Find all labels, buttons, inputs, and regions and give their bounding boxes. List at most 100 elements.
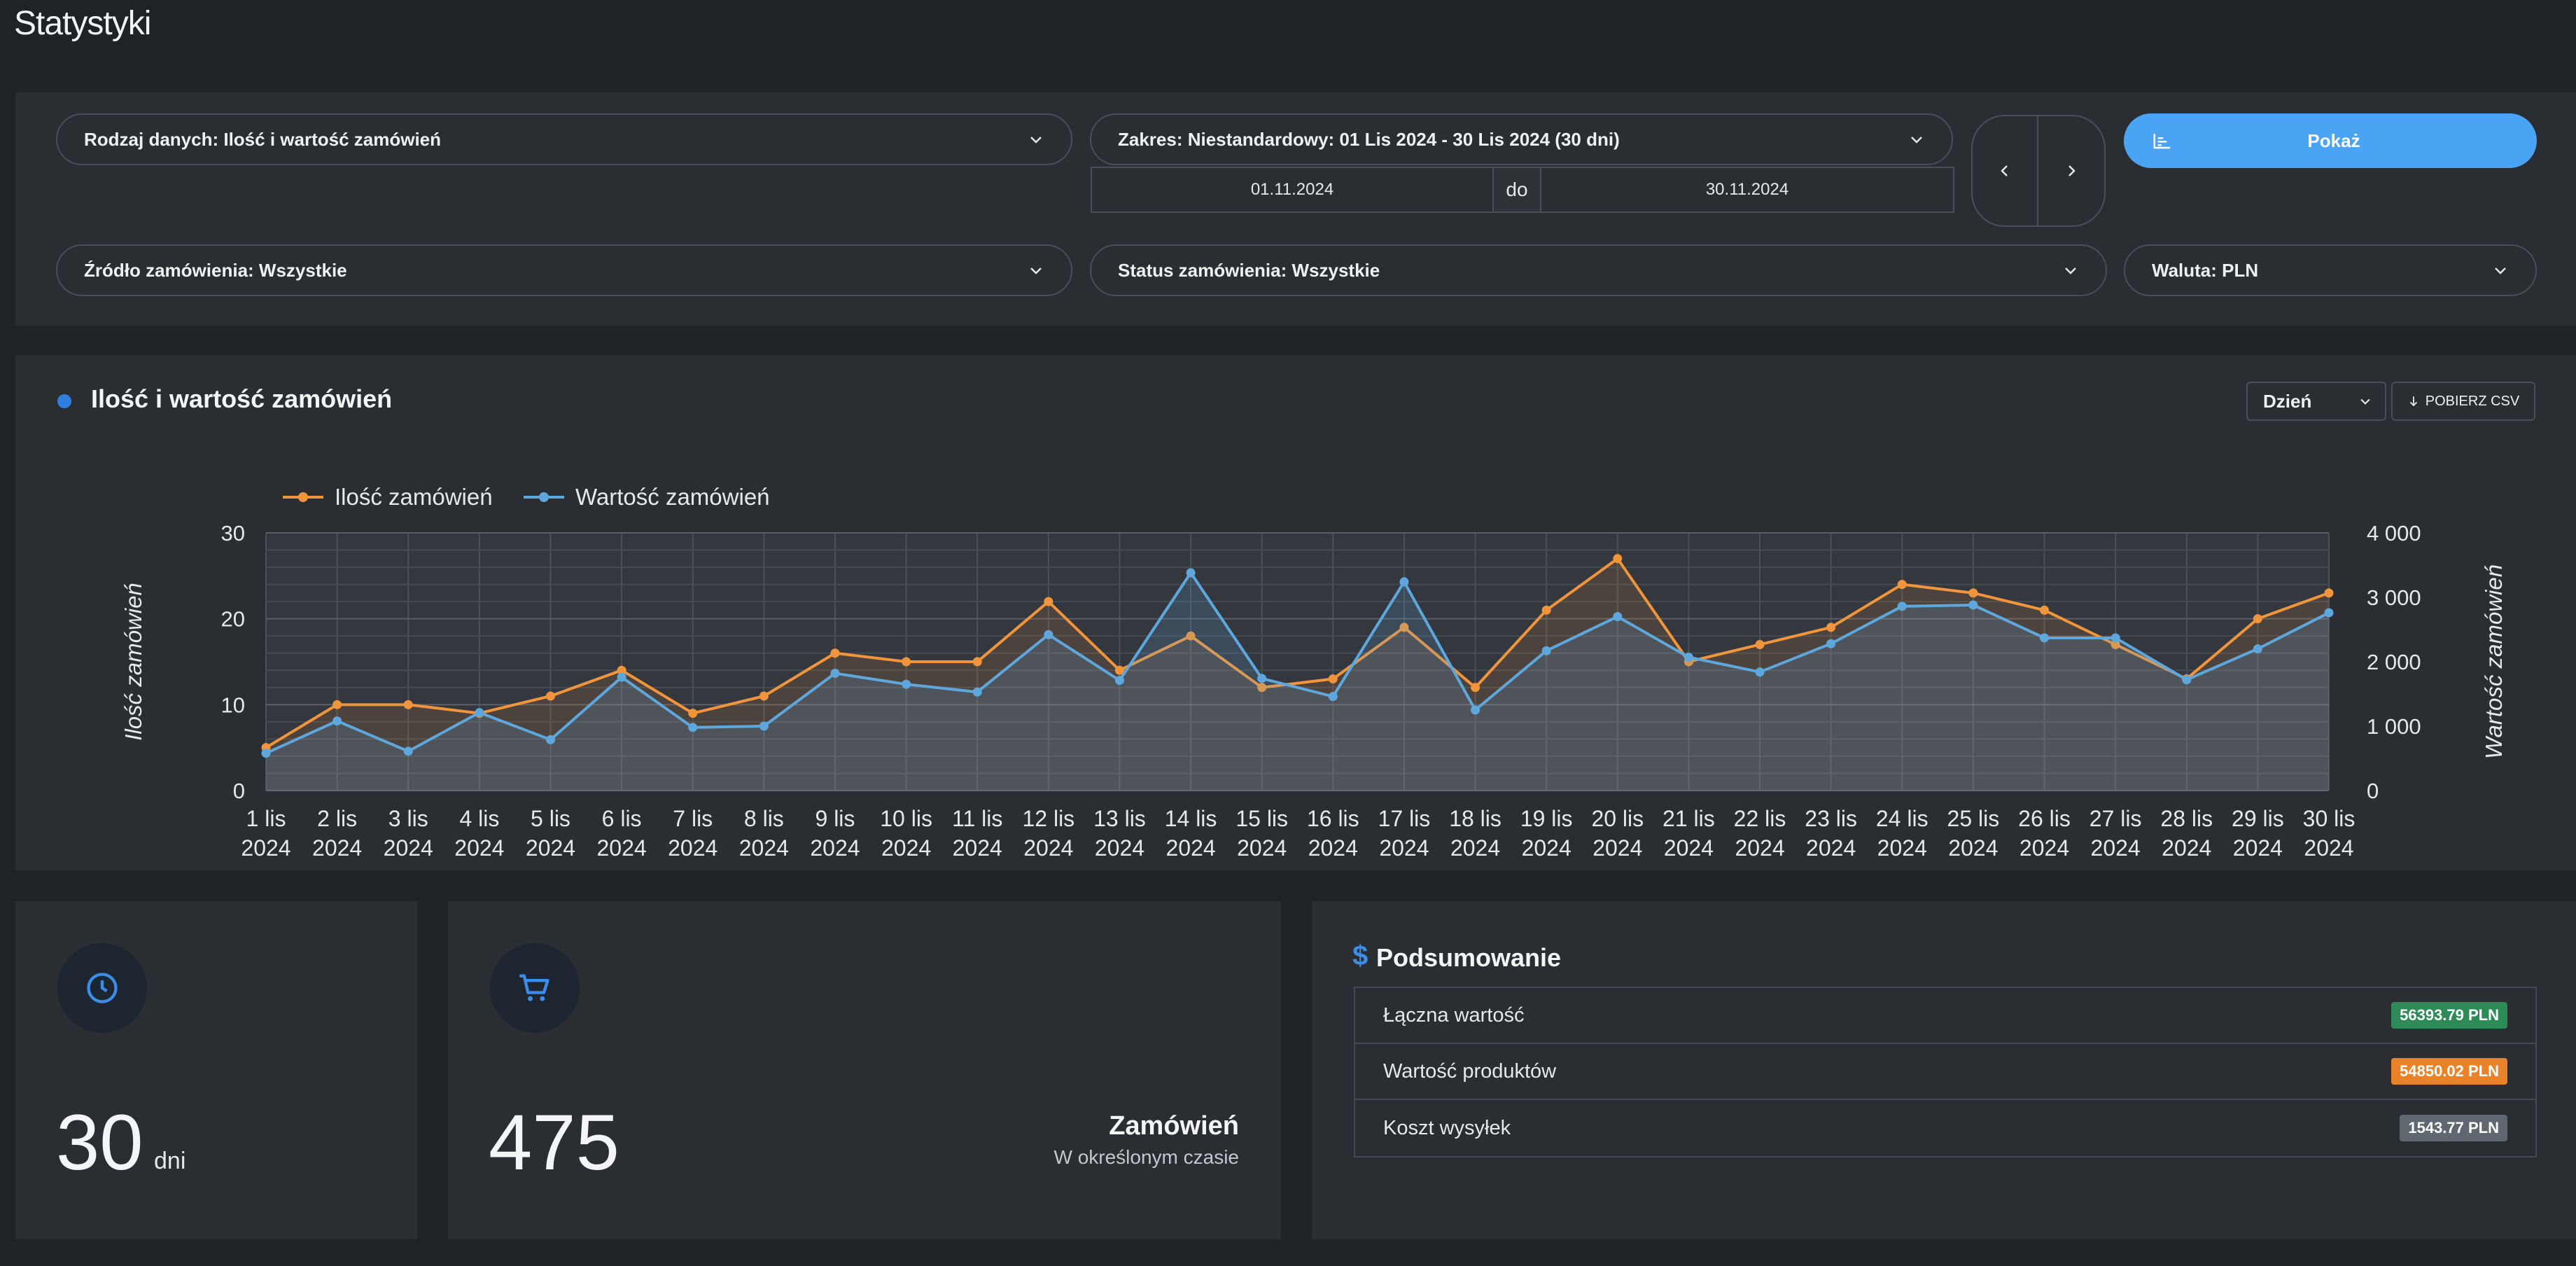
summary-card: $ Podsumowanie Łączna wartość 56393.79 P… xyxy=(1312,901,2576,1239)
series-point-1 xyxy=(1114,676,1124,686)
series-point-1 xyxy=(545,735,555,744)
summary-row-label: Wartość produktów xyxy=(1383,1059,1557,1083)
filters-panel: Rodzaj danych: Ilość i wartość zamówień … xyxy=(15,92,2576,326)
chart-panel: Ilość i wartość zamówień Dzień POBIERZ C… xyxy=(15,355,2576,870)
range-select[interactable]: Zakres: Niestandardowy: 01 Lis 2024 - 30… xyxy=(1090,113,1953,165)
series-point-1 xyxy=(688,723,698,732)
series-point-1 xyxy=(902,679,911,689)
y-left-tick-label: 10 xyxy=(221,693,245,717)
x-tick-label-year: 2024 xyxy=(2162,835,2211,861)
period-select[interactable]: Dzień xyxy=(2246,382,2386,421)
x-tick-label: 9 lis xyxy=(816,806,855,831)
chevron-right-icon xyxy=(2068,165,2076,176)
x-tick-label-year: 2024 xyxy=(454,835,504,861)
x-tick-label-year: 2024 xyxy=(810,835,860,861)
x-tick-label: 2 lis xyxy=(317,806,357,831)
y-left-tick-label: 0 xyxy=(233,779,245,803)
series-point-1 xyxy=(1684,653,1693,662)
chevron-down-icon xyxy=(1030,267,1042,274)
summary-row-products: Wartość produktów 54850.02 PLN xyxy=(1355,1044,2535,1100)
legend-label: Ilość zamówień xyxy=(335,484,493,510)
source-select[interactable]: Źródło zamówienia: Wszystkie xyxy=(56,244,1072,296)
series-point-0 xyxy=(688,709,698,718)
series-point-0 xyxy=(545,691,555,701)
series-point-0 xyxy=(1186,631,1196,641)
series-point-1 xyxy=(1755,667,1765,677)
status-label: Status zamówienia: Wszystkie xyxy=(1118,259,1380,281)
series-point-1 xyxy=(1968,600,1978,610)
series-point-0 xyxy=(1328,674,1338,684)
x-tick-label: 28 lis xyxy=(2160,806,2213,831)
next-period-button[interactable] xyxy=(2038,115,2106,227)
series-point-1 xyxy=(759,721,769,731)
data-type-label: Rodzaj danych: Ilość i wartość zamówień xyxy=(84,128,442,150)
chevron-down-icon xyxy=(1030,137,1042,144)
y-right-tick-label: 0 xyxy=(2367,779,2379,803)
currency-label: Waluta: PLN xyxy=(2152,259,2259,281)
chevron-down-icon xyxy=(2495,267,2506,274)
x-tick-label-year: 2024 xyxy=(1023,835,1073,861)
prev-period-button[interactable] xyxy=(1971,115,2038,227)
x-tick-label: 20 lis xyxy=(1591,806,1644,831)
orders-title: Zamówień xyxy=(1109,1111,1239,1141)
series-point-1 xyxy=(1541,646,1551,655)
summary-row-shipping: Koszt wysyłek 1543.77 PLN xyxy=(1355,1100,2535,1156)
series-line-1 xyxy=(265,570,2330,755)
summary-row-label: Łączna wartość xyxy=(1383,1003,1525,1027)
chevron-down-icon xyxy=(2360,398,2370,405)
series-point-0 xyxy=(1399,622,1409,632)
x-tick-label: 21 lis xyxy=(1662,806,1715,831)
date-from-input[interactable]: 01.11.2024 xyxy=(1091,167,1494,213)
clock-icon xyxy=(87,973,118,1003)
series-point-0 xyxy=(1114,665,1124,675)
series-point-0 xyxy=(2040,605,2050,615)
series-point-1 xyxy=(403,746,413,756)
x-tick-label: 12 lis xyxy=(1022,806,1074,831)
series-point-0 xyxy=(1897,580,1907,590)
x-tick-label: 5 lis xyxy=(531,806,570,831)
series-point-1 xyxy=(1613,612,1623,622)
summary-shipping-badge: 1543.77 PLN xyxy=(2400,1115,2507,1141)
x-tick-label: 3 lis xyxy=(388,806,428,831)
x-tick-label: 11 lis xyxy=(952,806,1002,831)
x-tick-label: 13 lis xyxy=(1093,806,1146,831)
cart-icon-circle xyxy=(490,943,580,1033)
date-to-input[interactable]: 30.11.2024 xyxy=(1540,167,1954,213)
x-tick-label-year: 2024 xyxy=(597,835,647,861)
x-tick-label: 22 lis xyxy=(1734,806,1786,831)
y-right-tick-label: 1 000 xyxy=(2367,714,2421,739)
series-point-0 xyxy=(1613,554,1623,564)
series-point-0 xyxy=(2110,639,2120,649)
x-tick-label: 23 lis xyxy=(1805,806,1857,831)
data-type-select[interactable]: Rodzaj danych: Ilość i wartość zamówień xyxy=(56,113,1072,165)
x-tick-label-year: 2024 xyxy=(739,835,789,861)
orders-chart: 0 10 20 30 0 1 000 2 000 3 000 4 000 Ilość zamówi… xyxy=(120,484,2507,861)
series-point-0 xyxy=(1826,622,1836,632)
orders-subtitle: W określonym czasie xyxy=(1054,1146,1239,1168)
series-point-1 xyxy=(1399,577,1409,587)
series-point-1 xyxy=(2324,608,2334,618)
download-csv-button[interactable]: POBIERZ CSV xyxy=(2391,382,2535,421)
x-tick-label-year: 2024 xyxy=(1379,835,1429,861)
date-separator: do xyxy=(1494,167,1540,213)
x-tick-label: 29 lis xyxy=(2232,806,2284,831)
series-point-0 xyxy=(2253,614,2262,624)
x-tick-label-year: 2024 xyxy=(1450,835,1500,861)
summary-products-badge: 54850.02 PLN xyxy=(2391,1058,2507,1085)
show-button-label: Pokaż xyxy=(2307,130,2360,151)
summary-total-badge: 56393.79 PLN xyxy=(2391,1002,2507,1029)
show-button[interactable]: Pokaż xyxy=(2124,113,2537,168)
x-tick-label: 15 lis xyxy=(1236,806,1288,831)
x-tick-label-year: 2024 xyxy=(1166,835,1215,861)
page-title: Statystyki xyxy=(14,5,151,42)
x-tick-label: 25 lis xyxy=(1947,806,2000,831)
orders-value: 475 xyxy=(489,1099,620,1186)
x-tick-label-year: 2024 xyxy=(1592,835,1642,861)
x-tick-label-year: 2024 xyxy=(2304,835,2353,861)
series-point-1 xyxy=(261,749,271,758)
status-select[interactable]: Status zamówienia: Wszystkie xyxy=(1090,244,2107,296)
x-tick-label: 6 lis xyxy=(602,806,642,831)
y-left-axis-label: Ilość zamówień xyxy=(120,583,146,741)
currency-select[interactable]: Waluta: PLN xyxy=(2124,244,2537,296)
range-label: Zakres: Niestandardowy: 01 Lis 2024 - 30… xyxy=(1118,128,1620,150)
